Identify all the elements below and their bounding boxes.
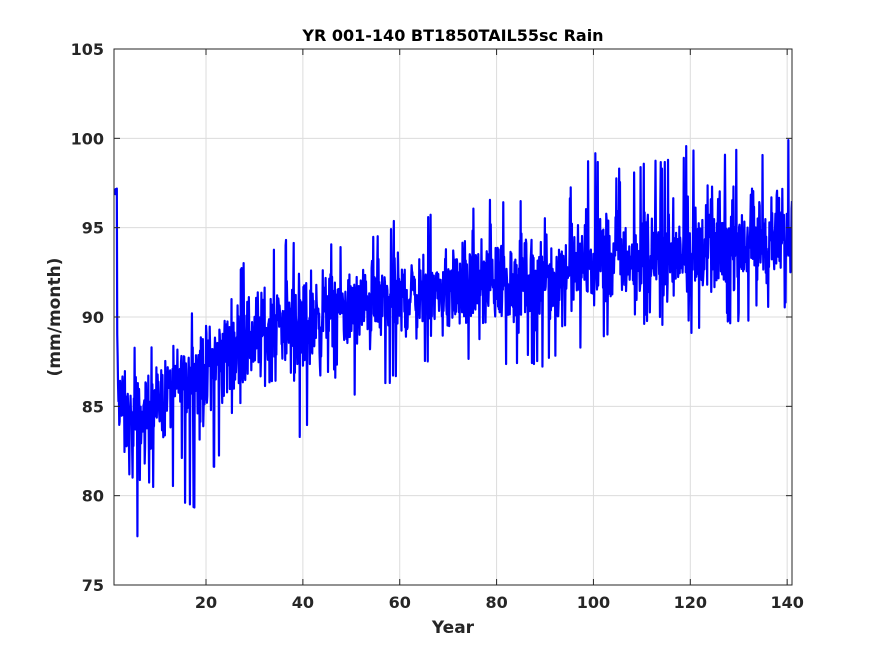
y-tick-label: 80 <box>82 487 104 506</box>
series-line-rain <box>114 139 792 538</box>
x-tick-label: 120 <box>674 593 707 612</box>
x-tick-label: 80 <box>485 593 507 612</box>
y-tick-label: 95 <box>82 219 104 238</box>
x-axis-ticks: 20 40 60 80 100 120 140 <box>195 49 804 612</box>
y-tick-label: 105 <box>71 40 104 59</box>
x-axis-label: Year <box>431 618 475 638</box>
plot-series-group <box>114 139 792 538</box>
y-axis-label: (mm/month) <box>45 258 65 377</box>
chart-title: YR 001-140 BT1850TAIL55sc Rain <box>301 26 603 45</box>
x-tick-label: 100 <box>577 593 610 612</box>
y-tick-label: 90 <box>82 308 104 327</box>
x-tick-label: 60 <box>389 593 411 612</box>
y-tick-label: 85 <box>82 397 104 416</box>
x-tick-label: 40 <box>292 593 314 612</box>
y-tick-label: 75 <box>82 576 104 595</box>
y-axis-ticks: 75 80 85 90 95 100 105 <box>71 40 792 595</box>
y-tick-label: 100 <box>71 129 104 148</box>
x-tick-label: 20 <box>195 593 217 612</box>
x-tick-label: 140 <box>770 593 803 612</box>
